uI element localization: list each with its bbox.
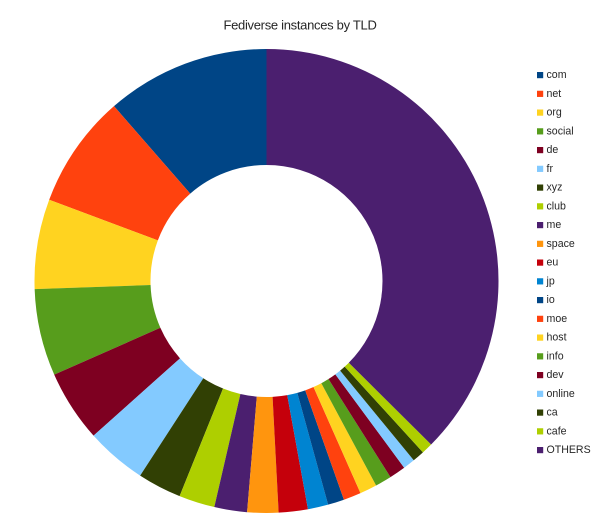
svg-text:OTHERS: OTHERS <box>547 444 591 456</box>
svg-text:online: online <box>547 388 575 400</box>
svg-text:host: host <box>547 332 567 344</box>
svg-text:me: me <box>547 219 562 231</box>
svg-text:xyz: xyz <box>547 182 563 194</box>
svg-text:club: club <box>547 200 567 212</box>
svg-text:org: org <box>547 107 562 119</box>
svg-text:de: de <box>547 144 559 156</box>
svg-text:io: io <box>547 294 555 306</box>
svg-text:social: social <box>547 125 574 137</box>
svg-text:Fediverse instances by TLD: Fediverse instances by TLD <box>223 18 376 33</box>
svg-text:eu: eu <box>547 257 559 269</box>
svg-text:ca: ca <box>547 407 558 419</box>
svg-text:cafe: cafe <box>547 425 567 437</box>
svg-text:space: space <box>547 238 575 250</box>
svg-text:moe: moe <box>547 313 568 325</box>
svg-text:net: net <box>547 88 562 100</box>
svg-text:jp: jp <box>546 275 555 287</box>
svg-text:fr: fr <box>547 163 554 175</box>
svg-text:com: com <box>547 69 567 81</box>
svg-text:info: info <box>547 350 564 362</box>
svg-text:dev: dev <box>547 369 565 381</box>
